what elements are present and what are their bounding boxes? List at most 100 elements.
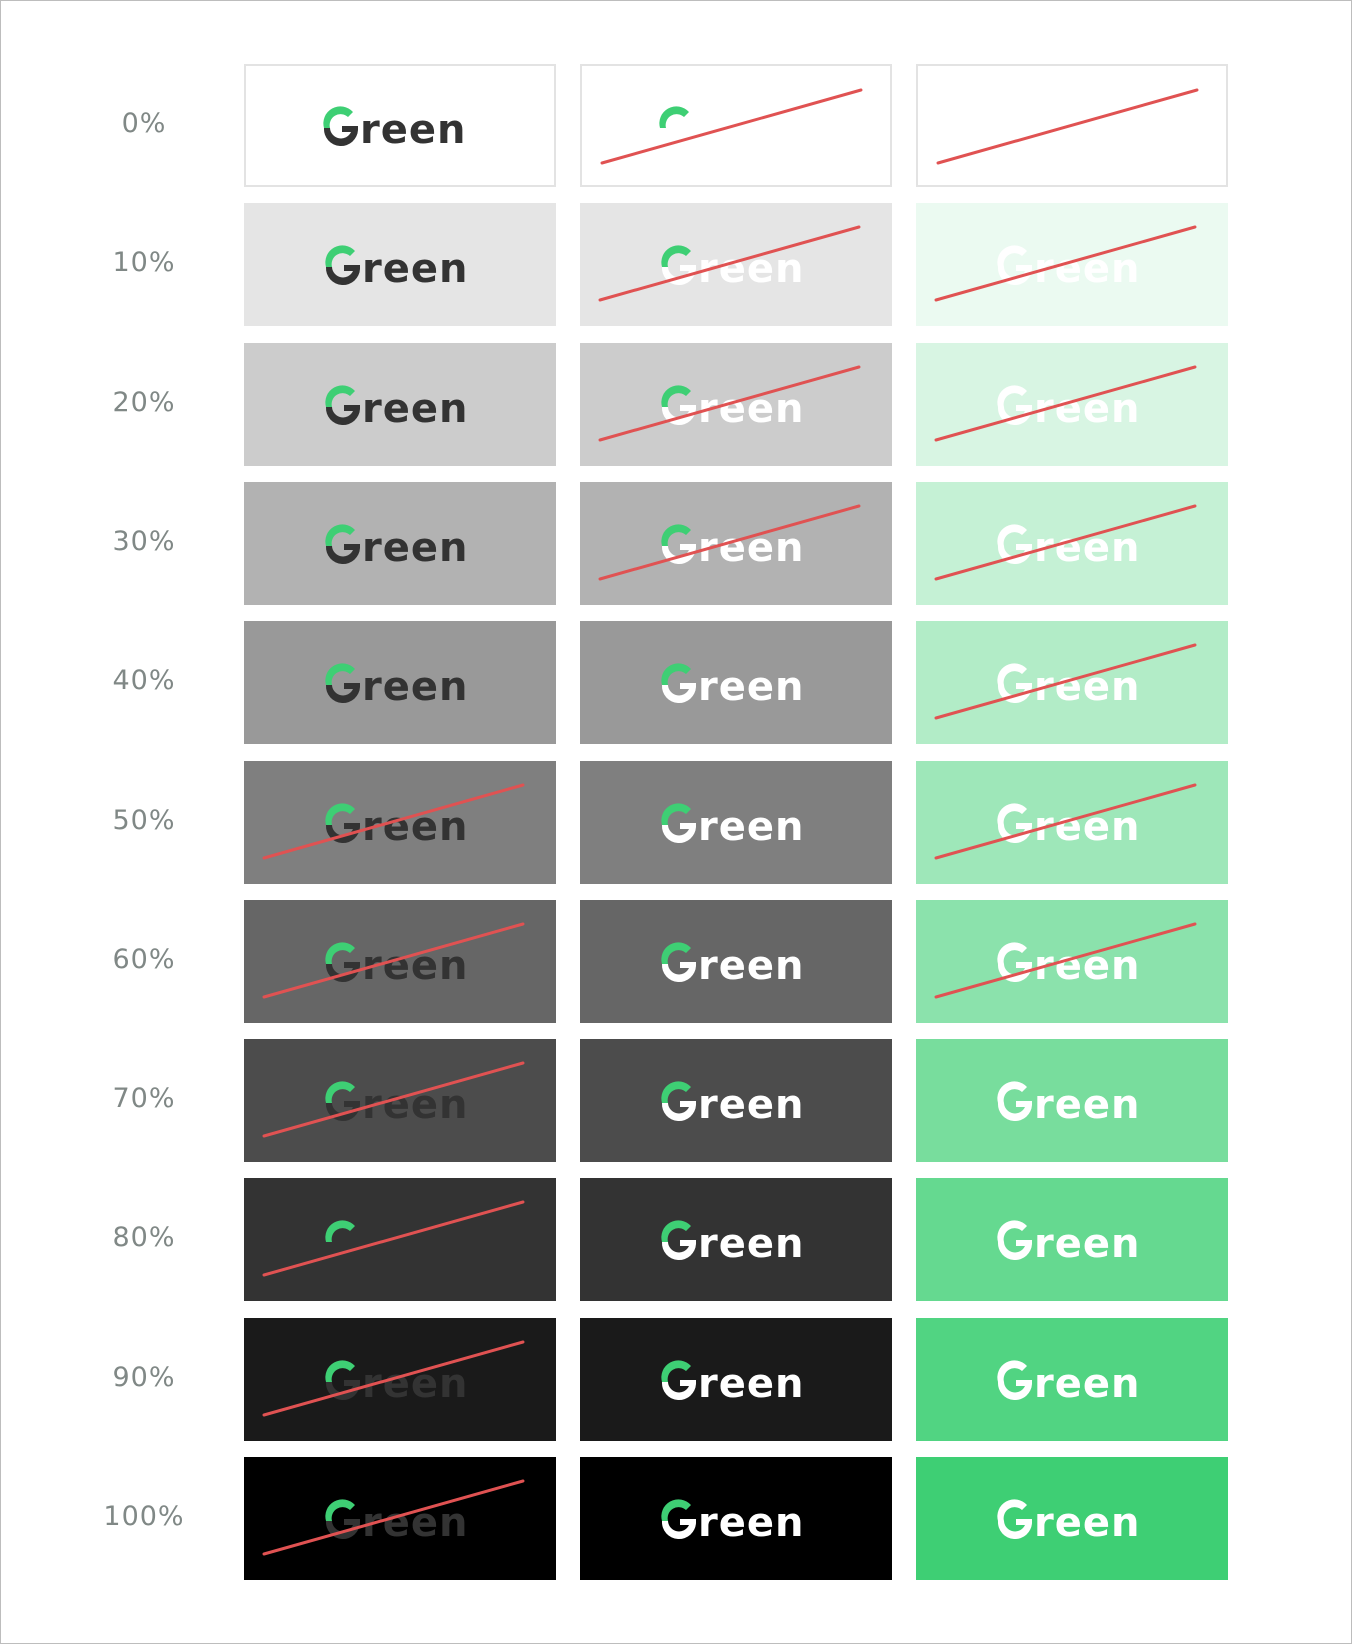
logo-tile-light-logo-on-gray: reen: [580, 343, 892, 466]
row-label: 40%: [112, 665, 176, 696]
logo-tile-white-logo-on-green: reen: [916, 482, 1228, 605]
green-logo: reen: [994, 1497, 1150, 1541]
logo-tile-white-logo-on-green: reen: [916, 343, 1228, 466]
green-logo: reen: [320, 104, 476, 148]
svg-text:reen: reen: [1034, 1221, 1140, 1262]
logo-tile-dark-logo-on-gray: reen: [244, 482, 556, 605]
logo-tile-dark-logo-on-gray: reen: [244, 900, 556, 1023]
row-label: 50%: [112, 805, 176, 836]
logo-tile-light-logo-on-gray: reen: [580, 1039, 892, 1162]
svg-text:reen: reen: [698, 246, 804, 287]
logo-tile-white-logo-on-green: reen: [916, 1457, 1228, 1580]
svg-text:reen: reen: [698, 1082, 804, 1123]
svg-text:reen: reen: [1034, 804, 1140, 845]
logo-tile-light-logo-on-gray: reen: [580, 900, 892, 1023]
logo-tile-light-logo-on-gray: reen: [580, 1318, 892, 1441]
logo-tile-dark-logo-on-gray: reen: [244, 1039, 556, 1162]
svg-text:reen: reen: [362, 664, 468, 705]
svg-text:reen: reen: [360, 107, 466, 148]
green-logo: reen: [322, 801, 478, 845]
svg-text:reen: reen: [362, 386, 468, 427]
logo-tile-dark-logo-on-gray: reen: [244, 203, 556, 326]
green-logo: reen: [658, 661, 814, 705]
svg-text:reen: reen: [1034, 1082, 1140, 1123]
green-logo: reen: [994, 383, 1150, 427]
svg-text:reen: reen: [698, 664, 804, 705]
green-logo: reen: [658, 1079, 814, 1123]
green-logo: reen: [322, 1497, 478, 1541]
row-label: 30%: [112, 526, 176, 557]
logo-tile-white-logo-on-green: reen: [916, 1318, 1228, 1441]
green-logo: reen: [992, 104, 1148, 148]
green-logo: reen: [322, 1358, 478, 1402]
green-logo: reen: [994, 1218, 1150, 1262]
green-logo: reen: [322, 661, 478, 705]
svg-text:reen: reen: [1034, 525, 1140, 566]
svg-text:reen: reen: [1034, 1361, 1140, 1402]
svg-text:reen: reen: [362, 943, 468, 984]
green-logo: reen: [322, 1218, 478, 1262]
svg-text:reen: reen: [362, 525, 468, 566]
svg-text:reen: reen: [698, 1221, 804, 1262]
logo-tile-light-logo-on-gray: reen: [580, 1457, 892, 1580]
svg-text:reen: reen: [698, 804, 804, 845]
row-label: 10%: [112, 247, 176, 278]
logo-tile-white-logo-on-green: reen: [916, 1039, 1228, 1162]
svg-text:reen: reen: [1034, 1500, 1140, 1541]
green-logo: reen: [994, 522, 1150, 566]
green-logo: reen: [994, 243, 1150, 287]
logo-tile-light-logo-on-gray: reen: [580, 64, 892, 187]
svg-text:reen: reen: [698, 1500, 804, 1541]
row-label: 20%: [112, 387, 176, 418]
svg-text:reen: reen: [362, 1221, 468, 1262]
row-label: 60%: [112, 944, 176, 975]
green-logo: reen: [994, 661, 1150, 705]
svg-text:reen: reen: [698, 525, 804, 566]
svg-text:reen: reen: [362, 1500, 468, 1541]
green-logo: reen: [658, 801, 814, 845]
green-logo: reen: [658, 522, 814, 566]
svg-text:reen: reen: [1034, 386, 1140, 427]
logo-tile-white-logo-on-green: reen: [916, 203, 1228, 326]
green-logo: reen: [322, 243, 478, 287]
logo-tile-white-logo-on-green: reen: [916, 64, 1228, 187]
green-logo: reen: [322, 1079, 478, 1123]
logo-tile-light-logo-on-gray: reen: [580, 761, 892, 884]
row-label: 80%: [112, 1222, 176, 1253]
logo-tile-light-logo-on-gray: reen: [580, 482, 892, 605]
svg-text:reen: reen: [698, 943, 804, 984]
green-logo: reen: [322, 522, 478, 566]
logo-tile-light-logo-on-gray: reen: [580, 621, 892, 744]
green-logo: reen: [994, 940, 1150, 984]
svg-text:reen: reen: [362, 1361, 468, 1402]
svg-text:reen: reen: [1034, 246, 1140, 287]
svg-text:reen: reen: [362, 804, 468, 845]
logo-tile-dark-logo-on-gray: reen: [244, 1457, 556, 1580]
row-label: 90%: [112, 1362, 176, 1393]
logo-tile-dark-logo-on-gray: reen: [244, 64, 556, 187]
green-logo: reen: [322, 383, 478, 427]
row-label: 70%: [112, 1083, 176, 1114]
green-logo: reen: [658, 1218, 814, 1262]
green-logo: reen: [994, 801, 1150, 845]
green-logo: reen: [994, 1079, 1150, 1123]
logo-tile-light-logo-on-gray: reen: [580, 203, 892, 326]
svg-text:reen: reen: [1032, 107, 1138, 148]
logo-tile-white-logo-on-green: reen: [916, 1178, 1228, 1301]
logo-tile-white-logo-on-green: reen: [916, 761, 1228, 884]
row-label: 0%: [121, 108, 167, 139]
logo-tile-white-logo-on-green: reen: [916, 900, 1228, 1023]
svg-text:reen: reen: [1034, 664, 1140, 705]
green-logo: reen: [658, 940, 814, 984]
svg-text:reen: reen: [698, 386, 804, 427]
svg-text:reen: reen: [1034, 943, 1140, 984]
svg-text:reen: reen: [362, 246, 468, 287]
green-logo: reen: [656, 104, 812, 148]
logo-tile-dark-logo-on-gray: reen: [244, 1318, 556, 1441]
green-logo: reen: [658, 1358, 814, 1402]
green-logo: reen: [322, 940, 478, 984]
green-logo: reen: [658, 383, 814, 427]
logo-tile-dark-logo-on-gray: reen: [244, 761, 556, 884]
logo-tile-light-logo-on-gray: reen: [580, 1178, 892, 1301]
